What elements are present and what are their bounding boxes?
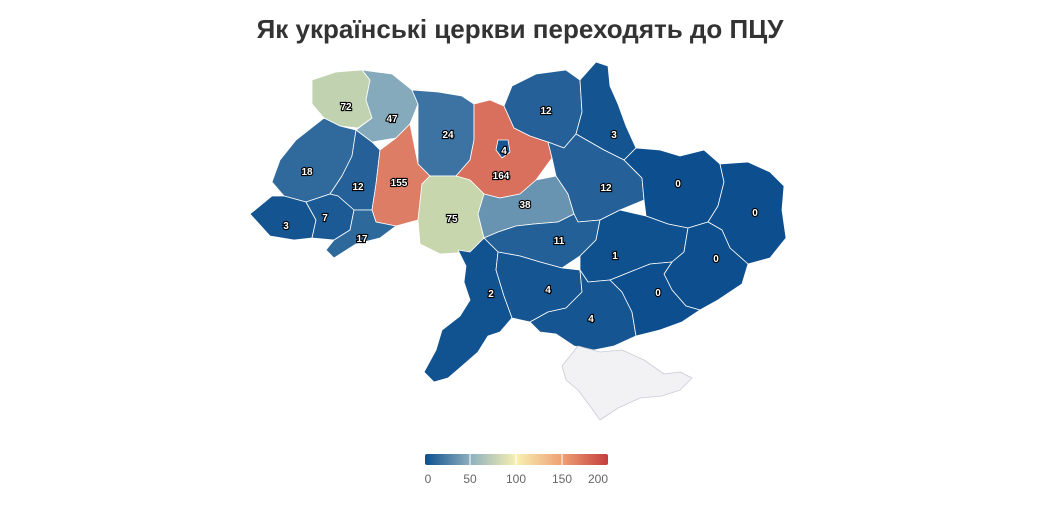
- value-label-volyn: 72: [340, 102, 352, 113]
- value-label-kyiv-city: 4: [501, 146, 507, 157]
- value-label-chernivtsi: 17: [356, 234, 368, 245]
- value-label-rivne: 47: [386, 114, 398, 125]
- value-label-cherkasy: 38: [519, 200, 531, 211]
- value-label-ternopil: 12: [352, 182, 364, 193]
- region-rivne[interactable]: [355, 69, 419, 143]
- region-zaporizhzhia[interactable]: [609, 261, 701, 337]
- value-label-kharkiv: 0: [675, 179, 681, 190]
- regions-layer: [249, 61, 787, 421]
- value-label-kyiv-oblast: 164: [493, 171, 510, 182]
- legend-tick-100: 100: [506, 472, 526, 486]
- map-title: Як українські церкви переходять до ПЦУ: [256, 14, 784, 44]
- value-label-ivano-frankivsk: 7: [322, 213, 328, 224]
- value-label-dnipropetrovsk: 1: [612, 251, 618, 262]
- value-label-poltava: 12: [600, 183, 612, 194]
- region-chernivtsi[interactable]: [325, 209, 397, 259]
- legend-tick-150: 150: [552, 472, 572, 486]
- region-crimea: [561, 345, 693, 421]
- value-label-kherson: 4: [588, 314, 594, 325]
- value-label-luhansk: 0: [752, 208, 758, 219]
- region-luhansk[interactable]: [707, 161, 787, 265]
- value-label-donetsk: 0: [713, 254, 719, 265]
- value-label-khmelnytskyi: 155: [391, 178, 408, 189]
- region-kyiv-city[interactable]: [495, 139, 511, 159]
- value-label-odesa: 2: [488, 289, 494, 300]
- value-label-sumy: 3: [611, 130, 617, 141]
- legend-tick-0: 0: [425, 472, 432, 486]
- region-sumy[interactable]: [575, 61, 637, 161]
- value-label-zaporizhzhia: 0: [655, 288, 661, 299]
- value-label-lviv: 18: [301, 167, 313, 178]
- color-legend: 0 50 100 150 200: [425, 454, 608, 486]
- legend-tick-200: 200: [588, 472, 608, 486]
- value-label-chernihiv: 12: [540, 106, 552, 117]
- value-label-mykolaiv: 4: [545, 285, 551, 296]
- legend-tick-50: 50: [463, 472, 477, 486]
- region-volyn[interactable]: [311, 69, 373, 129]
- value-label-vinnytsia: 75: [446, 214, 458, 225]
- value-label-zhytomyr: 24: [442, 130, 454, 141]
- value-label-kirovohrad: 11: [554, 236, 565, 247]
- value-label-zakarpattia: 3: [283, 221, 289, 232]
